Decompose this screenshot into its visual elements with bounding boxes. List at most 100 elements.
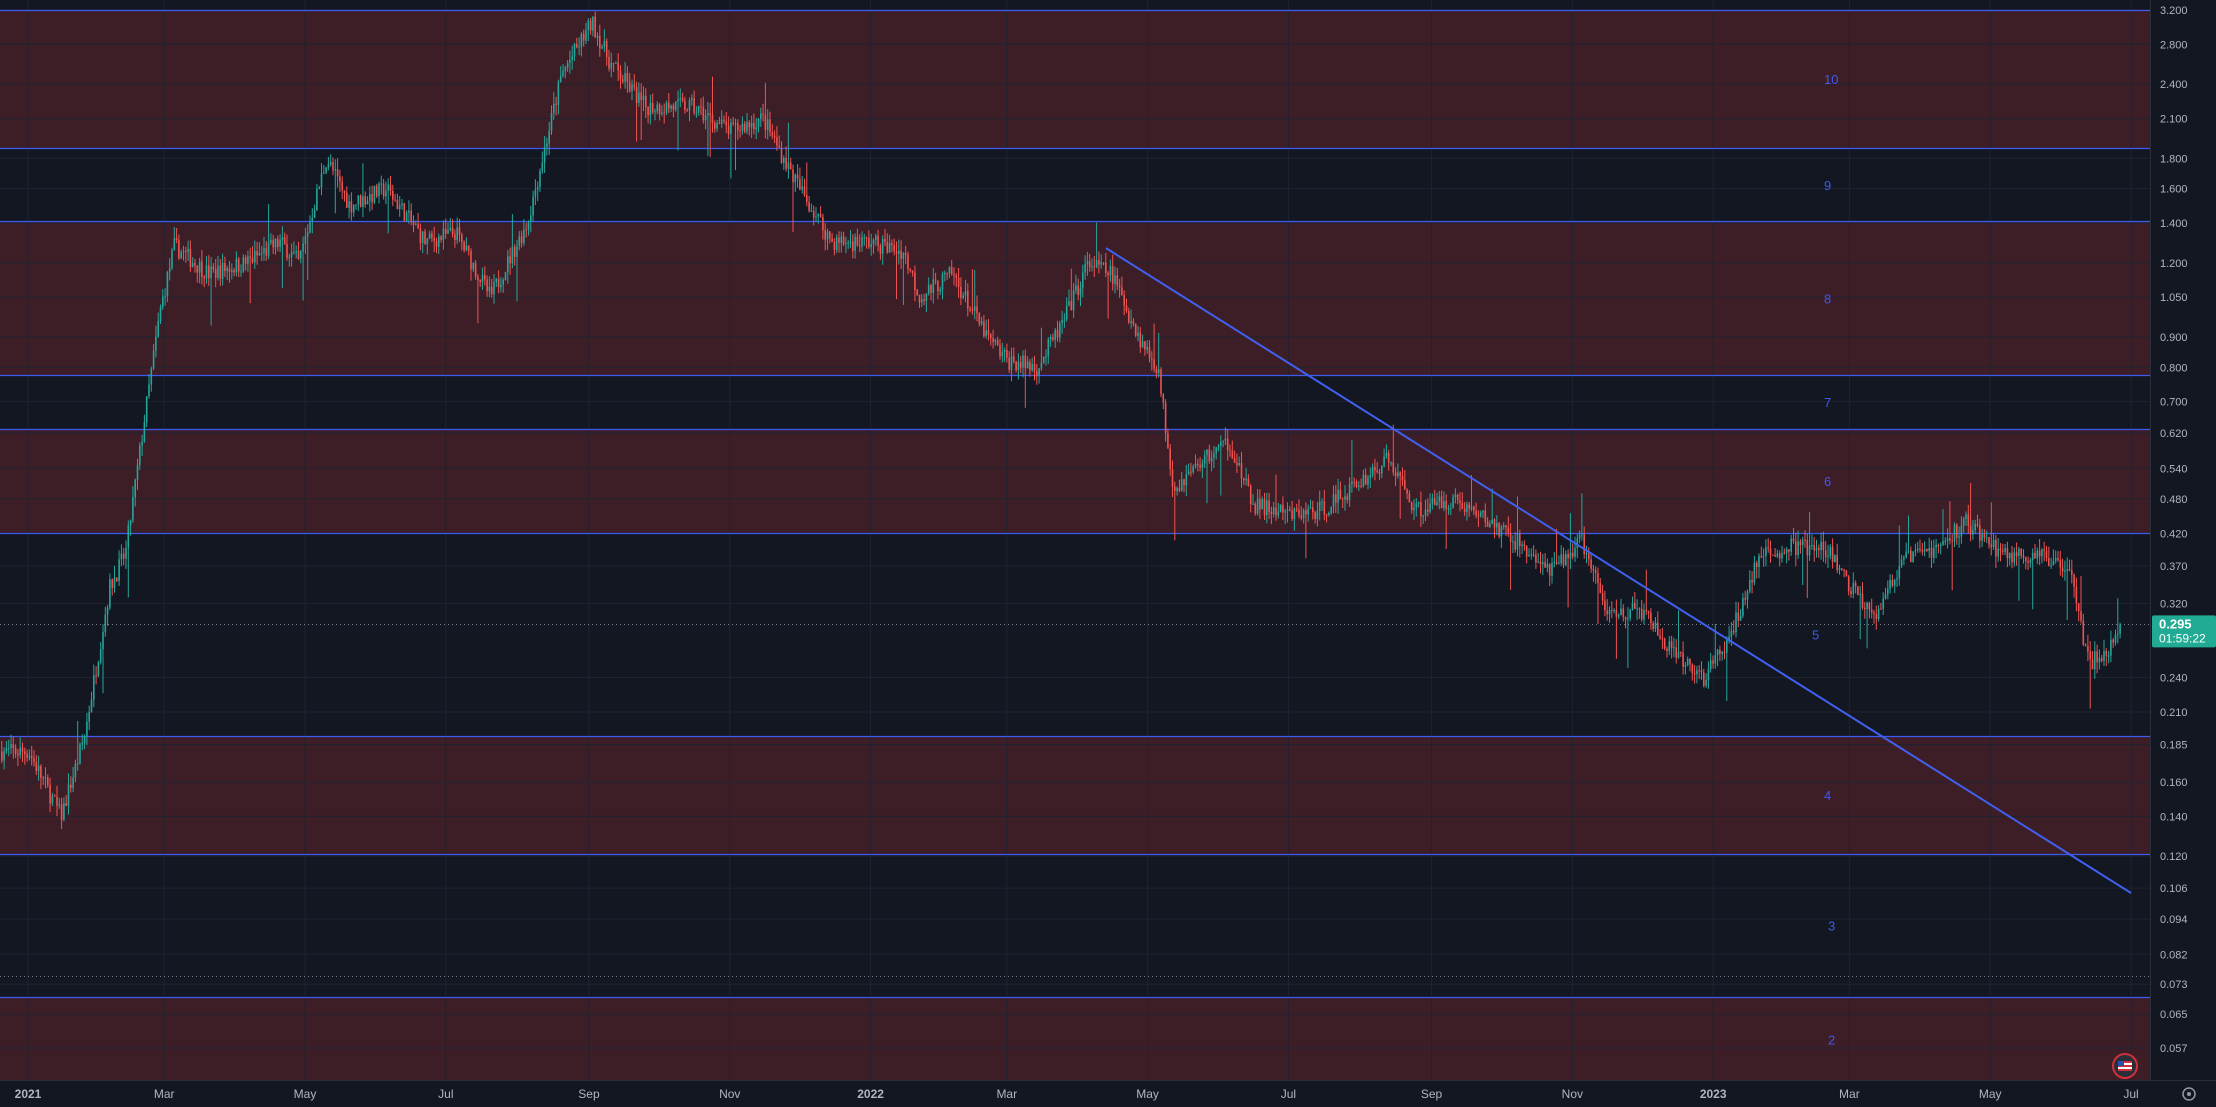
- candle: [500, 276, 502, 293]
- candle: [357, 194, 360, 212]
- candle: [677, 90, 679, 151]
- candle: [1470, 475, 1473, 512]
- candle: [398, 195, 401, 217]
- candle: [226, 265, 228, 280]
- candle: [1443, 491, 1445, 512]
- candle: [1689, 658, 1691, 672]
- candle: [707, 101, 709, 157]
- candle: [1788, 549, 1790, 561]
- candle: [930, 283, 932, 301]
- gear-icon[interactable]: [2182, 1087, 2196, 1101]
- candle: [1979, 518, 1981, 549]
- candle: [1256, 488, 1259, 516]
- candle: [1045, 349, 1047, 366]
- candle: [1829, 544, 1832, 560]
- candle: [999, 339, 1001, 360]
- candle: [2094, 641, 2096, 679]
- candle: [67, 773, 70, 815]
- candle: [70, 776, 72, 793]
- candle: [270, 233, 272, 245]
- level-label: 4: [1824, 788, 1831, 803]
- candle: [1130, 309, 1132, 329]
- candle: [1017, 353, 1020, 380]
- candle: [911, 270, 914, 277]
- candle: [1436, 492, 1438, 507]
- candle: [1374, 458, 1376, 481]
- candle: [24, 747, 26, 765]
- candle: [730, 118, 732, 179]
- candle: [957, 267, 960, 298]
- candle: [1160, 367, 1162, 398]
- candle: [1657, 611, 1659, 637]
- candle: [941, 271, 944, 300]
- candle: [571, 45, 573, 70]
- price-tick-label: 1.200: [2160, 258, 2188, 270]
- candle: [1187, 463, 1190, 476]
- candle: [881, 235, 884, 265]
- candle: [2112, 637, 2114, 648]
- candle: [1238, 456, 1240, 467]
- flag-icon[interactable]: [2112, 1053, 2138, 1079]
- candle: [587, 18, 590, 42]
- candle: [157, 312, 159, 338]
- candle: [1351, 439, 1353, 493]
- candle: [723, 115, 725, 124]
- candle: [534, 179, 537, 206]
- candle: [1114, 266, 1116, 294]
- candle: [1544, 553, 1546, 568]
- candle: [1643, 603, 1645, 625]
- candle: [1128, 307, 1130, 325]
- candle: [964, 279, 967, 303]
- candle: [1077, 278, 1079, 301]
- price-axis[interactable]: 3.200 2.800 2.400 2.100 1.800 1.600 1.400 1.200…: [2150, 0, 2216, 1080]
- candle: [1003, 347, 1006, 362]
- candle: [479, 279, 481, 287]
- candle: [1266, 492, 1268, 524]
- candle: [803, 178, 806, 197]
- price-tick-label: 3.200: [2160, 5, 2188, 17]
- candle: [2013, 547, 2016, 567]
- candle: [1289, 505, 1291, 512]
- candle: [1514, 532, 1516, 553]
- candle: [1505, 525, 1507, 536]
- candle: [1509, 523, 1512, 590]
- price-tick-label: 0.320: [2160, 598, 2188, 610]
- candle: [776, 126, 778, 151]
- candle: [1854, 580, 1857, 594]
- level-label: 9: [1824, 178, 1831, 193]
- candle: [709, 102, 711, 158]
- candle: [996, 336, 999, 346]
- candle: [1364, 468, 1367, 485]
- candle: [260, 245, 263, 262]
- candle: [647, 106, 649, 124]
- candle: [601, 44, 603, 50]
- candle: [1484, 503, 1487, 528]
- candle: [845, 236, 847, 254]
- candle: [1985, 530, 1988, 544]
- candle: [290, 243, 293, 267]
- price-tick-label: 1.800: [2160, 153, 2188, 165]
- candle: [633, 74, 636, 91]
- candle: [1992, 532, 1995, 550]
- candle: [1148, 340, 1151, 363]
- candle: [304, 227, 307, 255]
- candle: [1346, 493, 1349, 504]
- candle: [1650, 608, 1652, 630]
- candle: [1560, 545, 1562, 566]
- time-axis[interactable]: 2021 Mar May Jul Sep Nov 2022 Mar May Jul Sep Nov 20…: [0, 1080, 2216, 1107]
- candle: [1790, 534, 1792, 556]
- candle: [622, 74, 624, 84]
- trendline[interactable]: [1105, 247, 2132, 894]
- price-tick-label: 1.050: [2160, 292, 2188, 304]
- candle: [456, 217, 458, 244]
- candle: [320, 163, 323, 196]
- candle: [2080, 575, 2082, 624]
- candle: [1949, 501, 1951, 545]
- candle: [1169, 443, 1171, 476]
- candle: [1312, 500, 1314, 520]
- price-tick-label: 0.800: [2160, 362, 2188, 374]
- candle: [1597, 567, 1599, 624]
- candle: [2119, 622, 2121, 639]
- candle: [235, 251, 238, 277]
